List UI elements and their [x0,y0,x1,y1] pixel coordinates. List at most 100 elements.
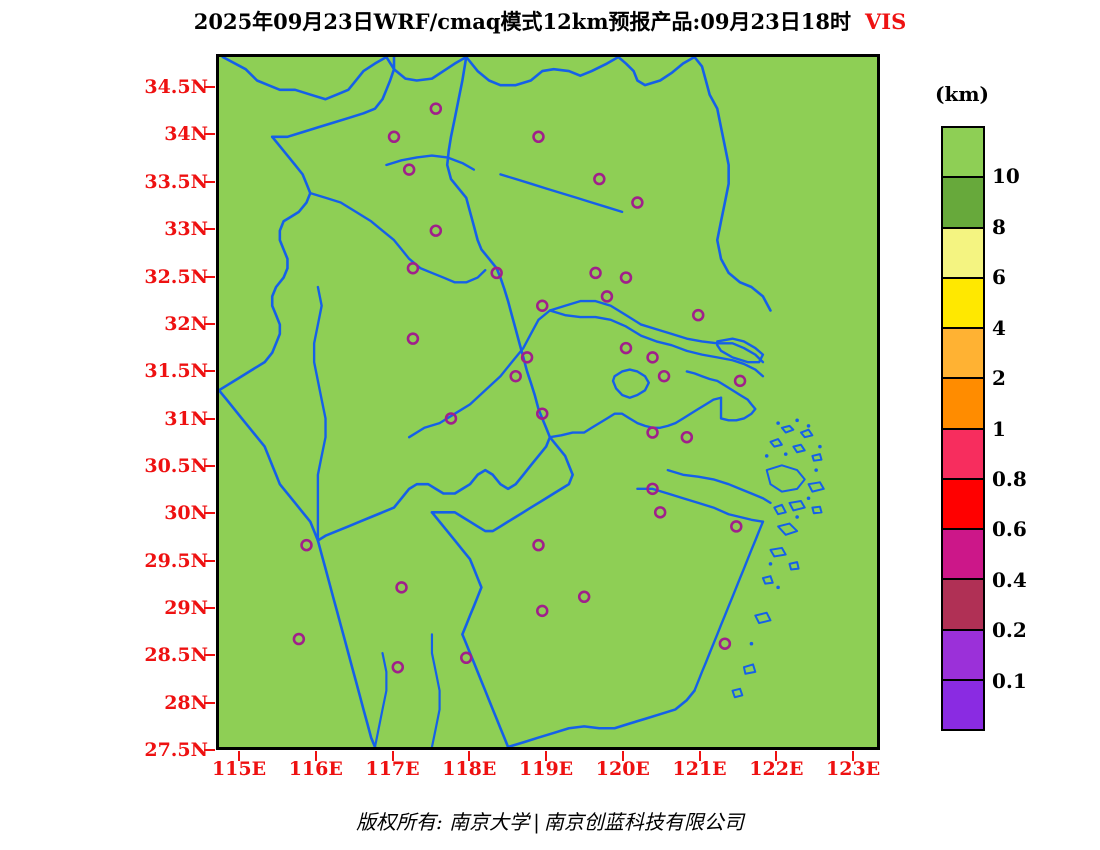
y-axis-tickmark [204,228,215,231]
y-axis-labels: 34.5N 34N 33.5N 33N 32.5N 32N 31.5N 31N 30.5N 30N… [110,54,208,761]
boundary-line [312,285,327,542]
station-marker[interactable] [532,538,545,552]
station-marker[interactable] [300,538,313,552]
station-marker[interactable] [619,271,633,284]
boundary-line [219,135,312,392]
boundary-line [769,546,787,558]
y-axis-tickmark [204,701,215,704]
x-axis-tick-label: 115E [211,758,267,780]
station-marker[interactable] [646,482,659,496]
colorbar-tick-label: 0.1 [992,668,1027,693]
copyright-separator: | [533,810,540,834]
boundary-line [385,154,476,171]
station-marker[interactable] [631,196,644,209]
y-axis-tick-label: 31.5N [144,360,208,383]
copyright-footer: 版权所有: 南京大学 | 南京创蓝科技有限公司 [0,806,1100,835]
station-marker[interactable] [619,341,633,355]
station-marker[interactable] [292,632,306,646]
colorbar-band[interactable] [943,530,983,581]
boundary-line [811,505,823,515]
station-marker[interactable] [429,102,443,115]
y-axis-tick-label: 33.5N [144,170,208,193]
island-dot [795,515,799,519]
colorbar-band[interactable] [943,630,983,681]
x-axis-tickmark [545,751,548,761]
boundary-line [799,428,814,439]
station-marker[interactable] [520,351,534,364]
x-axis-tick-label: 118E [442,758,497,780]
station-marker[interactable] [429,224,443,237]
station-marker[interactable] [577,590,591,604]
station-marker[interactable] [460,651,473,665]
colorbar-band[interactable] [943,479,983,530]
station-marker[interactable] [730,520,743,533]
y-axis-tickmark [204,417,215,420]
colorbar-tick-label: 10 [992,164,1020,189]
island-dot [814,468,818,472]
station-marker[interactable] [691,308,705,322]
station-marker[interactable] [733,374,747,388]
page-title: 2025年09月23日WRF/cmaq模式12km预报产品:09月23日18时 V… [0,6,1100,36]
station-marker[interactable] [387,130,401,144]
x-axis-tickmark [775,751,778,761]
y-axis-tickmark [204,606,215,609]
station-marker[interactable] [391,660,405,674]
station-marker[interactable] [395,581,408,594]
boundary-line [765,464,806,493]
colorbar-band[interactable] [943,429,983,480]
colorbar-band[interactable] [943,278,983,329]
x-axis-tick-label: 120E [595,758,650,780]
colorbar-band[interactable] [943,329,983,380]
station-marker[interactable] [532,130,545,144]
boundary-line [430,435,574,533]
map-plot-area[interactable] [216,54,880,750]
y-axis-tick-label: 34N [164,123,208,146]
station-marker[interactable] [657,369,671,383]
y-axis-tick-label: 28.5N [144,644,208,667]
colorbar-band[interactable] [943,228,983,279]
boundary-line [219,389,320,542]
colorbar-band[interactable] [943,128,983,179]
colorbar[interactable] [941,126,985,731]
colorbar-tick-label: 4 [992,315,1006,340]
station-marker[interactable] [646,426,659,439]
colorbar-band[interactable] [943,178,983,229]
boundary-line [617,57,696,87]
station-marker[interactable] [680,430,694,444]
station-marker[interactable] [646,351,659,364]
island-dot [795,418,799,423]
station-marker[interactable] [536,407,549,420]
boundary-line [385,57,468,82]
station-marker[interactable] [406,262,420,275]
y-axis-tickmark [204,559,215,562]
station-marker[interactable] [589,266,602,280]
boundary-line [548,309,765,378]
station-marker[interactable] [653,506,667,519]
y-axis-tickmark [204,180,215,183]
station-marker[interactable] [718,637,732,650]
island-dot [783,452,788,456]
station-marker[interactable] [593,172,606,186]
island-dot [768,562,773,566]
station-marker[interactable] [444,412,458,425]
island-dot [818,444,822,449]
boundary-line [788,561,800,571]
colorbar-band[interactable] [943,580,983,631]
station-marker[interactable] [402,163,416,176]
station-marker[interactable] [536,299,549,312]
station-marker[interactable] [600,290,614,303]
station-marker[interactable] [406,332,420,345]
y-axis-tickmark [204,749,215,751]
colorbar-band[interactable] [943,379,983,430]
colorbar-unit-label: (km) [935,82,989,106]
station-marker[interactable] [509,369,522,383]
y-axis-tick-label: 28N [164,691,208,714]
colorbar-band[interactable] [943,680,983,729]
y-axis-tick-label: 30.5N [144,454,208,477]
station-marker[interactable] [490,266,503,280]
y-axis-tickmark [204,370,215,373]
station-marker[interactable] [536,604,549,618]
copyright-right: 南京创蓝科技有限公司 [543,810,744,834]
copyright-left: 版权所有: 南京大学 [356,810,530,834]
island-dot [776,421,780,425]
